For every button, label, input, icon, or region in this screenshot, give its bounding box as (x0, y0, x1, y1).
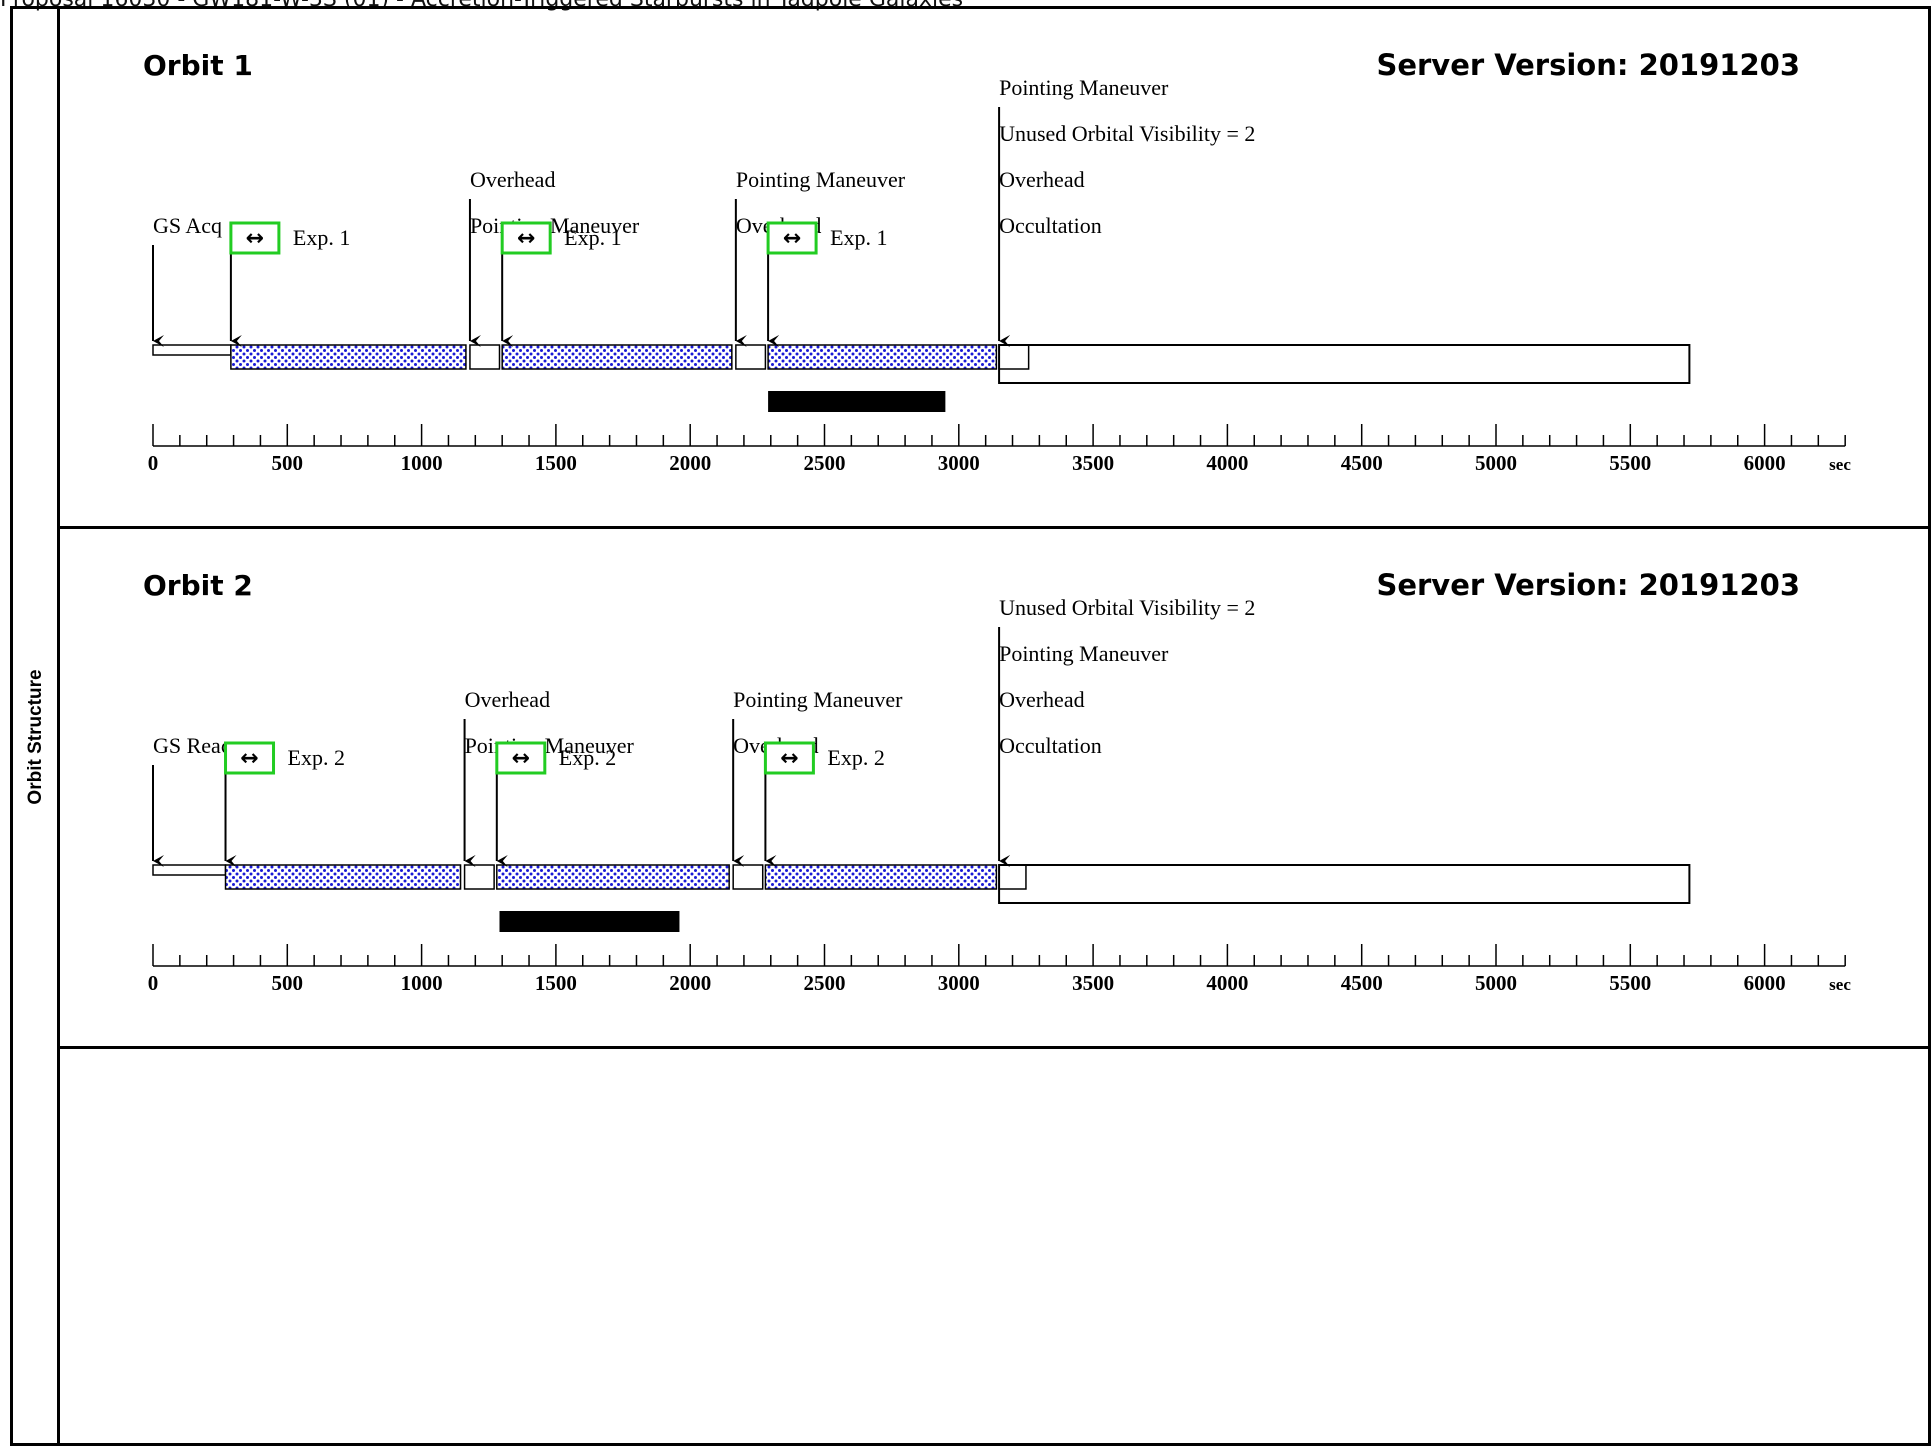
axis-tick-label: 2500 (804, 971, 846, 995)
exposure-icon-box (229, 221, 281, 255)
visibility-bar (768, 391, 946, 412)
axis-tick-label: 0 (148, 451, 159, 475)
axis-unit-label: sec (1829, 455, 1851, 474)
side-strip: Orbit Structure (13, 9, 60, 1443)
event-label: Overhead (999, 687, 1085, 712)
exposure-arrows-icon: ↔ (512, 746, 530, 771)
exposure-segment (501, 344, 733, 370)
overhead-segment (463, 864, 495, 890)
axis-tick-label: 5500 (1609, 451, 1651, 475)
axis-tick-label: 1500 (535, 451, 577, 475)
axis-tick-label: 4000 (1206, 971, 1248, 995)
event-label: Overhead (465, 687, 551, 712)
event-label: Pointing Maneuver (470, 213, 640, 238)
axis-tick-label: 1000 (401, 971, 443, 995)
event-label: Overhead (470, 167, 556, 192)
exposure-icon-box (500, 221, 552, 255)
axis-tick-label: 3500 (1072, 451, 1114, 475)
exposure-arrows-icon: ↔ (246, 226, 264, 251)
overhead-segment (469, 344, 501, 370)
exposure-arrows-icon: ↔ (240, 746, 258, 771)
event-label: GS Acq (153, 213, 222, 238)
occultation-segment (998, 864, 1691, 904)
event-label: Pointing Maneuver (733, 687, 903, 712)
orbit-panel-1: Orbit 1 Server Version: 20191203 GS Acq ↔ Ex… (60, 9, 1931, 529)
exposure-icon-box (763, 741, 815, 775)
guide-star-segment (152, 344, 232, 356)
event-label: Pointing Maneuver (465, 733, 635, 758)
axis-tick-label: 5000 (1475, 971, 1517, 995)
axis-tick-label: 5500 (1609, 971, 1651, 995)
overhead-segment (735, 344, 767, 370)
event-label: Occultation (999, 213, 1102, 238)
guide-star-segment (152, 864, 227, 876)
exposure-label: Exp. 1 (564, 225, 621, 250)
exposure-icon-box (766, 221, 818, 255)
exposure-icon-box (224, 741, 276, 775)
side-label: Orbit Structure (25, 669, 46, 805)
axis-tick-label: 4500 (1341, 451, 1383, 475)
axis-tick-label: 1500 (535, 971, 577, 995)
axis-tick-label: 5000 (1475, 451, 1517, 475)
occultation-segment (998, 344, 1691, 384)
orbit-title: Orbit 2 (143, 569, 253, 602)
event-label: Occultation (999, 733, 1102, 758)
axis-tick-label: 2000 (669, 451, 711, 475)
axis-tick-label: 0 (148, 971, 159, 995)
visibility-bar (499, 911, 680, 932)
server-version: Server Version: 20191203 (1376, 568, 1800, 602)
axis-tick-label: 3500 (1072, 971, 1114, 995)
axis-tick-label: 6000 (1744, 451, 1786, 475)
overhead-segment (998, 864, 1027, 890)
exposure-segment (224, 864, 462, 890)
orbit-panel-2: Orbit 2 Server Version: 20191203 GS Reacq ↔… (60, 529, 1931, 1049)
axis-unit-label: sec (1829, 975, 1851, 994)
orbit-1-diagram: Orbit 1 Server Version: 20191203 GS Acq ↔ Ex… (143, 48, 1851, 475)
event-label: Unused Orbital Visibility = 2 (999, 595, 1255, 620)
proposal-header: Proposal 16030 - GW181-W-3S (01) - Accre… (0, 0, 1931, 11)
axis-tick-label: 1000 (401, 451, 443, 475)
axis-tick-label: 4000 (1206, 451, 1248, 475)
event-label: Pointing Maneuver (736, 167, 906, 192)
exposure-label: Exp. 1 (293, 225, 350, 250)
axis-tick-label: 4500 (1341, 971, 1383, 995)
exposure-segment (764, 864, 998, 890)
exposure-label: Exp. 2 (559, 745, 616, 770)
exposure-arrows-icon: ↔ (783, 226, 801, 251)
exposure-arrows-icon: ↔ (517, 226, 535, 251)
server-version: Server Version: 20191203 (1376, 48, 1800, 82)
event-label: Unused Orbital Visibility = 2 (999, 121, 1255, 146)
exposure-icon-box (495, 741, 547, 775)
exposure-label: Exp. 2 (827, 745, 884, 770)
axis-tick-label: 6000 (1744, 971, 1786, 995)
exposure-segment (767, 344, 998, 370)
axis-tick-label: 3000 (938, 971, 980, 995)
event-label: Overhead (999, 167, 1085, 192)
overhead-segment (998, 344, 1030, 370)
exposure-segment (230, 344, 467, 370)
axis-tick-label: 500 (272, 451, 304, 475)
exposure-segment (496, 864, 730, 890)
axis-tick-label: 2500 (804, 451, 846, 475)
event-label: Pointing Maneuver (999, 75, 1169, 100)
orbit-structure-frame: Orbit Structure Orbit 1 Server Version: 2… (10, 6, 1931, 1446)
exposure-arrows-icon: ↔ (780, 746, 798, 771)
axis-tick-label: 2000 (669, 971, 711, 995)
overhead-segment (732, 864, 764, 890)
orbit-title: Orbit 1 (143, 49, 253, 82)
exposure-label: Exp. 2 (288, 745, 345, 770)
axis-tick-label: 3000 (938, 451, 980, 475)
axis-tick-label: 500 (272, 971, 304, 995)
event-label: Pointing Maneuver (999, 641, 1169, 666)
exposure-label: Exp. 1 (830, 225, 887, 250)
